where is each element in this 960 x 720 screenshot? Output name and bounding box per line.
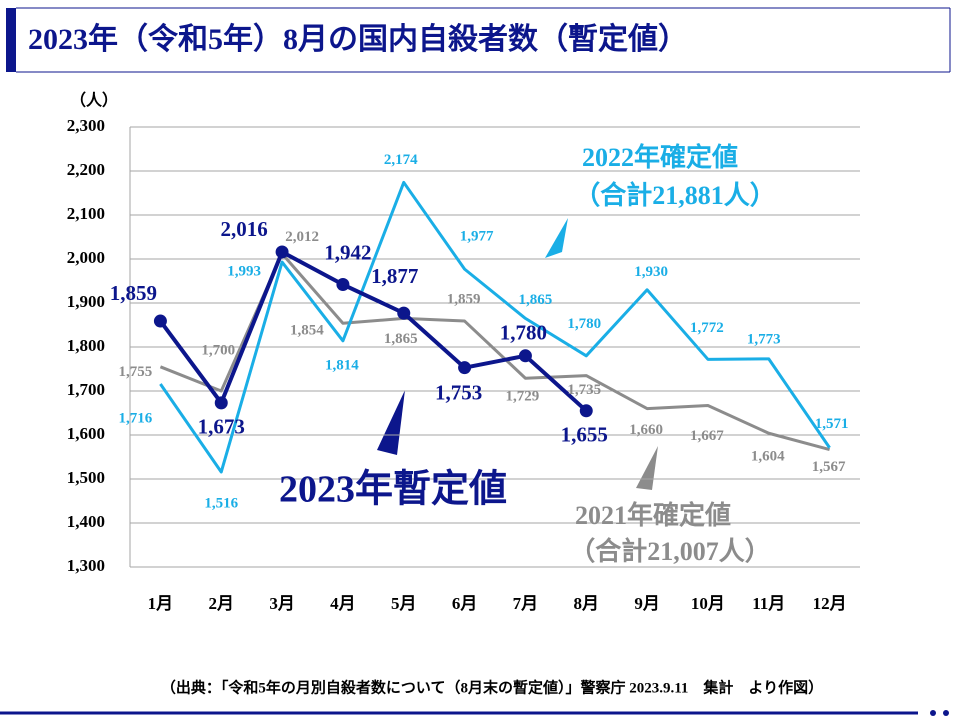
data-label: 1,667	[690, 428, 724, 444]
data-label: 1,755	[119, 364, 153, 380]
y-tick-label: 2,200	[67, 160, 105, 179]
footer-dot	[930, 710, 936, 716]
data-label: 1,942	[324, 240, 371, 264]
data-label: 1,655	[561, 423, 608, 447]
data-label: 1,859	[110, 281, 157, 305]
series-name: 2021年確定値	[575, 500, 731, 530]
data-label: 1,729	[506, 389, 540, 405]
series-name: 2023年暫定値	[279, 469, 507, 511]
footer-dot	[943, 710, 949, 716]
data-label: 1,993	[227, 264, 261, 280]
data-label: 1,571	[815, 416, 849, 432]
y-tick-label: 2,100	[67, 204, 105, 223]
x-tick-label: 7月	[513, 594, 539, 613]
data-label: 2,016	[220, 217, 267, 241]
y-tick-label: 1,600	[67, 424, 105, 443]
data-label: 1,930	[634, 264, 668, 280]
y-axis-label: （人）	[70, 92, 118, 110]
y-tick-label: 1,900	[67, 292, 105, 311]
data-label: 2,012	[285, 229, 319, 245]
data-label: 1,716	[119, 410, 153, 426]
y-tick-label: 1,400	[67, 512, 105, 531]
marker	[336, 278, 350, 292]
y-tick-label: 1,700	[67, 380, 105, 399]
data-label: 1,877	[371, 264, 418, 288]
data-label: 1,753	[435, 380, 482, 404]
pointer	[377, 390, 405, 455]
title-accent	[6, 8, 16, 72]
marker	[458, 361, 472, 375]
x-tick-label: 9月	[634, 594, 660, 613]
marker	[518, 349, 532, 363]
x-tick-label: 10月	[691, 594, 725, 613]
data-label: 1,567	[812, 459, 846, 475]
data-label: 1,604	[751, 449, 785, 465]
series-line	[159, 180, 831, 474]
data-label: 1,516	[204, 495, 238, 511]
data-label: 2,174	[384, 152, 418, 168]
x-tick-label: 1月	[148, 594, 174, 613]
data-label: 1,735	[567, 382, 601, 398]
x-tick-label: 12月	[813, 594, 847, 613]
data-label: 1,673	[198, 415, 245, 439]
series-line	[158, 249, 588, 413]
pointer	[545, 218, 568, 258]
y-tick-label: 1,500	[67, 468, 105, 487]
data-label: 1,660	[629, 422, 663, 438]
x-tick-label: 5月	[391, 594, 417, 613]
data-label: 1,700	[201, 342, 235, 358]
data-label: 1,865	[519, 292, 553, 308]
marker	[579, 404, 593, 418]
series-total: （合計21,007人）	[569, 536, 771, 566]
data-label: 1,780	[500, 321, 547, 345]
data-label: 1,772	[690, 320, 724, 336]
data-label: 1,773	[747, 331, 781, 347]
series-total: （合計21,881人）	[574, 180, 776, 210]
y-tick-label: 1,300	[67, 556, 105, 575]
data-label: 1,814	[325, 357, 359, 373]
x-tick-label: 3月	[269, 594, 295, 613]
x-tick-label: 2月	[209, 594, 235, 613]
data-label: 1,859	[447, 291, 481, 307]
chart-title: 2023年（令和5年）8月の国内自殺者数（暫定値）	[28, 22, 688, 56]
data-label: 1,865	[384, 331, 418, 347]
marker	[397, 306, 411, 320]
data-label: 1,780	[567, 316, 601, 332]
x-tick-label: 4月	[330, 594, 356, 613]
marker	[153, 314, 167, 328]
y-tick-label: 1,800	[67, 336, 105, 355]
y-tick-label: 2,000	[67, 248, 105, 267]
data-label: 1,854	[290, 323, 324, 339]
x-tick-label: 6月	[452, 594, 478, 613]
series-name: 2022年確定値	[582, 142, 738, 172]
y-tick-label: 2,300	[67, 116, 105, 135]
x-tick-label: 11月	[752, 594, 785, 613]
x-tick-label: 8月	[574, 594, 600, 613]
data-label: 1,977	[460, 229, 494, 245]
marker	[275, 245, 289, 259]
marker	[214, 396, 228, 410]
source: （出典：「令和5年の月別自殺者数について（8月末の暫定値）」警察庁 2023.9…	[161, 678, 823, 696]
